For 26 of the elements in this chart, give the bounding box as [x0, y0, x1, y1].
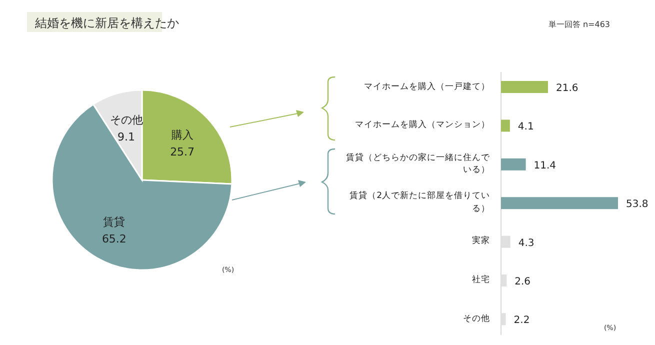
data-label: 11.4 [534, 160, 556, 172]
y-tick-label: 実家 [471, 234, 490, 248]
data-label: 2.6 [514, 276, 531, 288]
data-label: 4.1 [518, 122, 534, 133]
data-label: 25.7 [170, 145, 195, 158]
y-tick-label: 賃貸（どちらかの家に一緒に住んでいる） [345, 152, 490, 178]
slice-label: 購入 [171, 128, 194, 142]
bar [501, 158, 526, 170]
y-tick-label: マイホームを購入（一戸建て） [363, 80, 490, 94]
y-tick-label: 社宅 [471, 274, 490, 288]
data-label: 65.2 [102, 232, 126, 246]
data-label: 9.1 [118, 130, 136, 144]
bar [501, 120, 510, 132]
y-tick-label: 賃貸（2人で新たに部屋を借りている） [348, 190, 490, 216]
data-label: 2.2 [514, 315, 530, 326]
y-tick-label: その他 [462, 312, 490, 326]
slice-label: その他 [110, 113, 143, 126]
data-label: 21.6 [556, 83, 578, 94]
bar [501, 81, 548, 93]
data-label: 4.3 [518, 238, 534, 249]
chart-title: 結婚を機に新居を構えたか [34, 16, 179, 30]
y-tick-label: マイホームを購入（マンション） [354, 119, 490, 132]
chart-subtitle: 単一回答 n=463 [548, 20, 610, 29]
bar [501, 197, 618, 210]
data-label: 53.8 [626, 199, 648, 210]
slice-label: 賃貸 [103, 215, 126, 228]
